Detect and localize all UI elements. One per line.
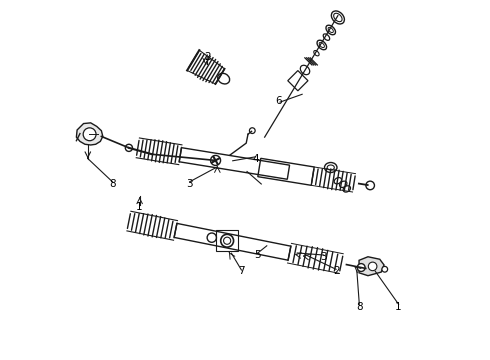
Text: 1: 1	[136, 202, 143, 212]
Text: 4: 4	[252, 154, 259, 163]
Circle shape	[382, 266, 388, 272]
Ellipse shape	[324, 162, 337, 172]
Polygon shape	[76, 123, 103, 145]
Circle shape	[83, 128, 96, 141]
Ellipse shape	[319, 42, 324, 48]
Circle shape	[125, 144, 132, 152]
Ellipse shape	[334, 177, 342, 184]
Circle shape	[249, 128, 255, 134]
Ellipse shape	[343, 186, 350, 192]
Circle shape	[211, 156, 220, 166]
Polygon shape	[288, 71, 308, 91]
Ellipse shape	[331, 11, 344, 24]
Ellipse shape	[218, 73, 230, 84]
Circle shape	[357, 264, 365, 271]
Ellipse shape	[328, 27, 333, 32]
Text: 1: 1	[395, 302, 402, 312]
Bar	[217, 230, 238, 251]
Text: 3: 3	[186, 179, 193, 189]
Text: 3: 3	[320, 252, 327, 262]
Circle shape	[366, 181, 374, 190]
Ellipse shape	[323, 34, 330, 40]
Circle shape	[223, 237, 231, 244]
Text: 6: 6	[275, 96, 282, 107]
Ellipse shape	[340, 181, 347, 188]
Polygon shape	[359, 257, 384, 276]
Ellipse shape	[327, 165, 334, 170]
Ellipse shape	[314, 50, 319, 56]
Circle shape	[207, 233, 217, 242]
Ellipse shape	[317, 40, 326, 50]
Ellipse shape	[334, 13, 342, 22]
Ellipse shape	[300, 65, 310, 75]
Text: 2: 2	[333, 266, 340, 276]
Text: 8: 8	[356, 302, 363, 312]
Text: 8: 8	[110, 179, 116, 189]
Ellipse shape	[326, 25, 336, 35]
Text: 7: 7	[238, 266, 245, 276]
Circle shape	[368, 262, 377, 271]
Circle shape	[220, 234, 234, 247]
Text: 2: 2	[204, 52, 211, 62]
Text: 5: 5	[254, 250, 261, 260]
